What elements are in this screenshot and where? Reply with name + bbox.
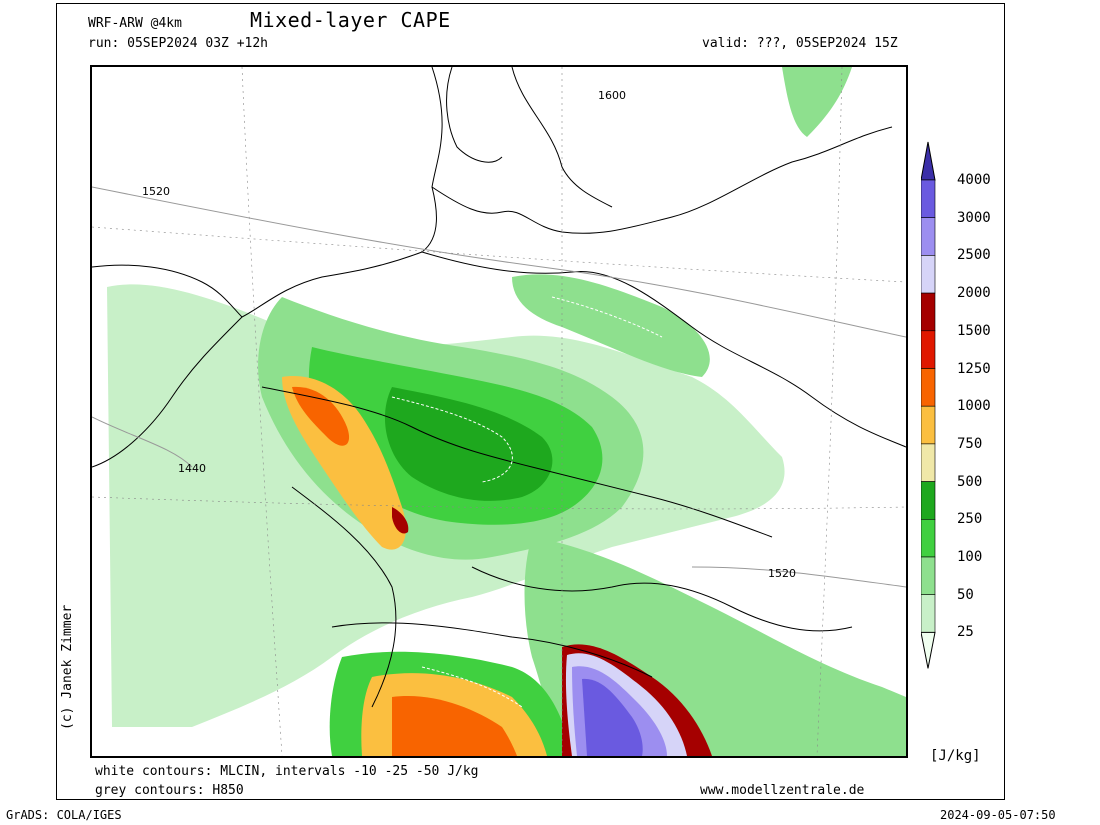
colorbar-tick-label: 250 — [957, 511, 983, 528]
figure-frame — [56, 3, 1005, 800]
model-label: WRF-ARW @4km — [88, 16, 182, 31]
colorbar-segment — [921, 217, 936, 256]
colorbar-segment — [921, 179, 936, 219]
isoline-label: 1520 — [768, 567, 796, 580]
colorbar-tick-label: 50 — [957, 586, 974, 603]
colorbar-tick-label: 100 — [957, 549, 983, 565]
coastlines — [92, 67, 906, 708]
colorbar-tick-label: 25 — [957, 624, 974, 641]
credit-label: (c) Janek Zimmer — [60, 604, 75, 730]
white-contours-note: white contours: MLCIN, intervals -10 -25… — [95, 764, 479, 779]
grey-contours-note: grey contours: H850 — [95, 783, 244, 798]
colorbar-segment — [921, 368, 936, 407]
colorbar-tick-label: 2500 — [957, 247, 991, 264]
map-canvas: 1600 1520 1440 1520 — [92, 67, 906, 756]
colorbar-segment — [921, 255, 936, 294]
colorbar-segment — [921, 556, 936, 596]
isoline-label: 1600 — [598, 89, 626, 102]
h850-contours — [92, 186, 906, 588]
colorbar-tick-label: 500 — [957, 473, 983, 490]
colorbar-unit: [J/kg] — [930, 748, 981, 764]
isoline-label: 1520 — [142, 185, 170, 198]
colorbar-segment — [921, 405, 936, 445]
colorbar-segment — [921, 594, 936, 633]
map-panel: 1600 1520 1440 1520 — [90, 65, 908, 758]
colorbar-top-arrow — [921, 141, 936, 181]
run-label: run: 05SEP2024 03Z +12h — [88, 36, 269, 51]
colorbar-tick-label: 1000 — [957, 398, 991, 415]
plot-title: Mixed-layer CAPE — [250, 8, 451, 32]
website-label: www.modellzentrale.de — [700, 783, 865, 798]
colorbar-tick-label: 4000 — [957, 172, 991, 188]
graticule — [92, 67, 906, 756]
colorbar-segment — [921, 481, 936, 520]
timestamp-label: 2024-09-05-07:50 — [940, 808, 1056, 822]
colorbar-segment — [921, 443, 936, 482]
isoline-label: 1440 — [178, 462, 206, 475]
colorbar-tick-label: 1250 — [957, 360, 991, 377]
mlcin-contours — [391, 296, 663, 708]
colorbar-tick-label: 3000 — [957, 209, 991, 226]
valid-label: valid: ???, 05SEP2024 15Z — [702, 36, 898, 51]
grads-label: GrADS: COLA/IGES — [6, 808, 122, 822]
colorbar-tick-label: 1500 — [957, 322, 991, 339]
colorbar-tick-label: 750 — [957, 435, 983, 452]
colorbar-bottom-arrow — [921, 631, 936, 669]
colorbar-segment — [921, 292, 936, 332]
colorbar-segment — [921, 518, 936, 558]
isoline-labels: 1600 1520 1440 1520 — [142, 89, 796, 580]
colorbar-tick-label: 2000 — [957, 285, 991, 302]
colorbar — [921, 141, 936, 669]
colorbar-segment — [921, 330, 936, 369]
cape-shading — [107, 67, 906, 756]
